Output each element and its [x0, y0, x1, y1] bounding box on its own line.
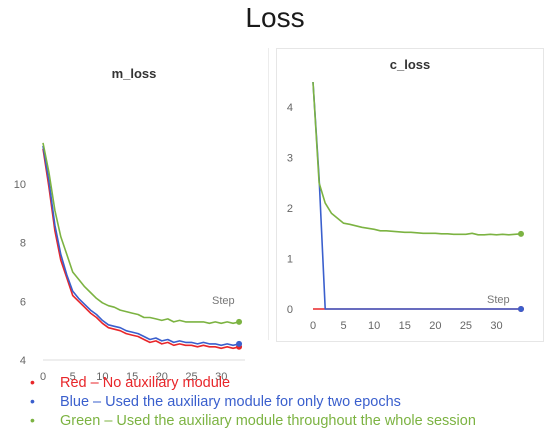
legend-item-green: • Green – Used the auxiliary module throu… — [30, 411, 545, 430]
m-loss-x-tick-label: 20 — [156, 371, 168, 383]
m-loss-step-label: Step — [212, 295, 235, 307]
m-loss-y-tick-label: 6 — [20, 296, 26, 308]
legend-text-red: Red – No auxiliary module — [60, 375, 231, 391]
m-loss-y-tick-label: 8 — [20, 238, 26, 250]
c-loss-title: c_loss — [389, 57, 431, 72]
c-loss-x-tick-label: 15 — [399, 320, 411, 332]
c-loss-series-end-point-2 — [518, 230, 524, 237]
m-loss-y-tick-label: 10 — [14, 179, 26, 191]
m-loss-series-end-point-2 — [236, 318, 243, 325]
legend-item-blue: • Blue – Used the auxiliary module for on… — [30, 392, 545, 411]
c-loss-series-line-2 — [312, 81, 522, 236]
legend-bullet-red: • — [30, 374, 35, 390]
c-loss-chart: 0 1 2 3 4 0 5 10 15 20 25 30 Step — [287, 81, 524, 332]
c-loss-y-tick-label: 3 — [287, 153, 293, 165]
m-loss-x-tick-label: 10 — [96, 371, 108, 383]
c-loss-y-tick-label: 2 — [287, 203, 293, 215]
c-loss-y-tick-label: 4 — [287, 102, 293, 114]
legend-bullet-blue: • — [30, 393, 35, 409]
c-loss-panel: c_loss 0 1 2 3 4 0 5 10 15 20 25 30 Step — [276, 48, 544, 342]
legend-bullet-green: • — [30, 412, 35, 428]
c-loss-step-label: Step — [487, 294, 510, 306]
c-loss-series-end-point-1 — [518, 306, 524, 312]
c-loss-x-tick-label: 20 — [429, 320, 441, 332]
page-title: Loss — [245, 2, 305, 33]
m-loss-x-tick-label: 15 — [126, 371, 138, 383]
m-loss-x-tick-label: 0 — [40, 371, 46, 383]
m-loss-x-tick-label: 5 — [70, 371, 76, 383]
c-loss-y-tick-label: 1 — [287, 254, 293, 266]
legend: • Red – No auxiliary module • Blue – Used … — [30, 373, 545, 430]
m-loss-y-tick-label: 4 — [20, 355, 26, 367]
c-loss-x-tick-label: 0 — [310, 320, 316, 332]
m-loss-panel: m_loss 4 6 8 10 0 5 10 15 20 25 30 Step — [0, 48, 269, 383]
legend-text-green: Green – Used the auxiliary module throug… — [60, 413, 476, 429]
c-loss-series-line-1 — [312, 81, 521, 310]
c-loss-x-tick-label: 10 — [368, 320, 380, 332]
c-loss-y-tick-label: 0 — [287, 304, 293, 316]
m-loss-chart: 4 6 8 10 0 5 10 15 20 25 30 Step — [14, 142, 245, 383]
m-loss-title: m_loss — [111, 66, 157, 81]
c-loss-x-tick-label: 30 — [490, 320, 502, 332]
m-loss-x-tick-label: 30 — [215, 371, 227, 383]
legend-text-blue: Blue – Used the auxiliary module for onl… — [60, 394, 401, 410]
legend-item-red: • Red – No auxiliary module — [30, 373, 545, 392]
m-loss-x-tick-label: 25 — [185, 371, 197, 383]
m-loss-series-end-point-1 — [236, 340, 243, 347]
m-loss-series-line-0 — [42, 148, 240, 350]
m-loss-series-line-2 — [42, 142, 240, 325]
c-loss-x-tick-label: 5 — [341, 320, 347, 332]
c-loss-x-tick-label: 25 — [460, 320, 472, 332]
m-loss-series-line-1 — [42, 145, 240, 347]
